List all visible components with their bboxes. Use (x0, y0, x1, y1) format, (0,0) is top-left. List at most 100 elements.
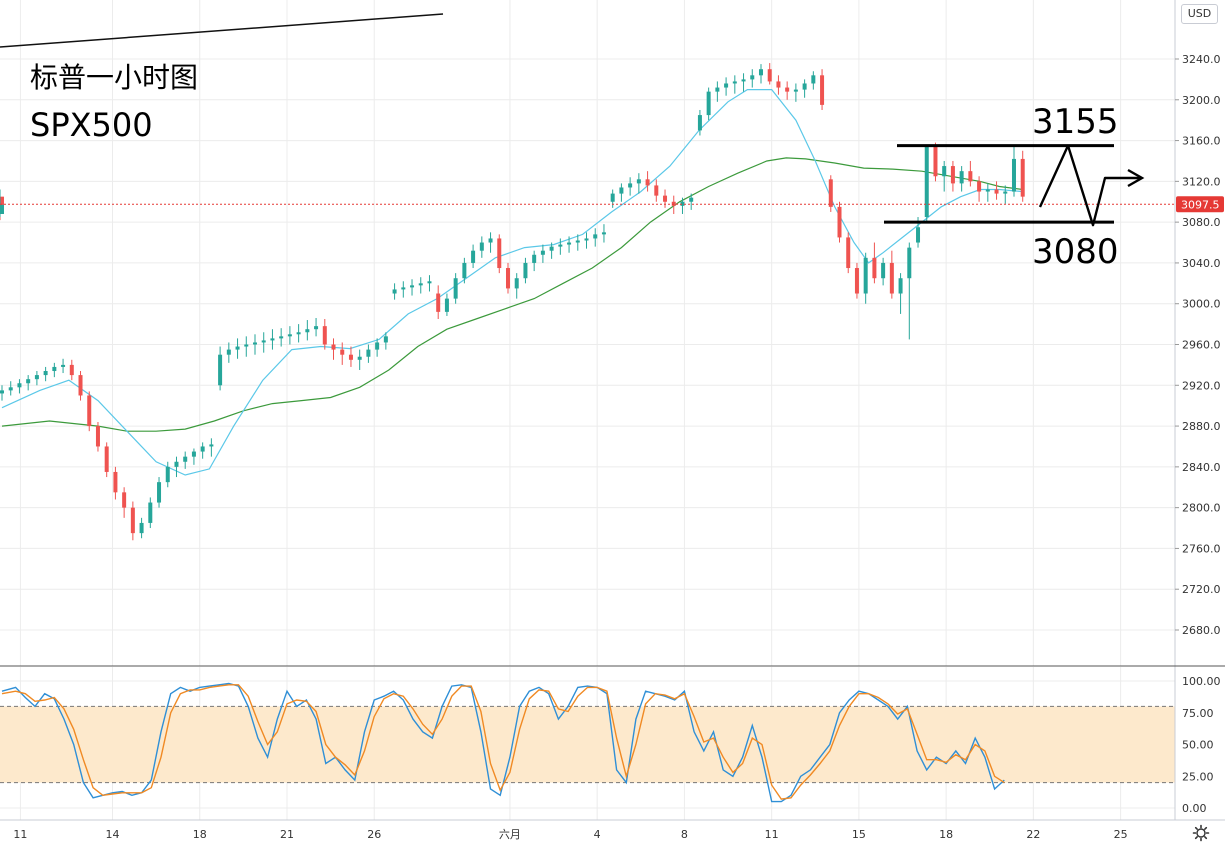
candle (270, 329, 275, 350)
currency-badge[interactable]: USD (1181, 4, 1218, 24)
candle-body (479, 242, 484, 251)
candle (436, 285, 441, 320)
candle (854, 262, 859, 299)
candle-body (558, 244, 563, 247)
price-tick-label: 3200.0 (1182, 94, 1221, 107)
candle-body (575, 240, 580, 243)
price-tick-label: 3000.0 (1182, 298, 1221, 311)
candle-body (1003, 191, 1008, 194)
candle (17, 379, 22, 394)
candle-body (689, 197, 694, 202)
candle (331, 338, 336, 360)
candle-body (985, 189, 990, 192)
candle-body (663, 195, 668, 202)
candle-body (488, 238, 493, 243)
price-tick-label: 2680.0 (1182, 624, 1221, 637)
ma_fast-line (1, 89, 1023, 476)
candle (985, 183, 990, 202)
candle (340, 342, 345, 365)
candle-body (287, 334, 292, 337)
candle (680, 197, 685, 214)
candle (619, 183, 624, 202)
candle (663, 189, 668, 208)
candle-body (113, 471, 118, 493)
candle-body (619, 187, 624, 194)
candle (296, 324, 301, 343)
time-tick-label: 18 (193, 828, 207, 841)
stoch-tick-label: 100.00 (1182, 675, 1221, 688)
candle (43, 366, 48, 382)
candle (837, 201, 842, 243)
candle-body (811, 75, 816, 84)
candle (758, 64, 763, 84)
candle-body (505, 268, 510, 289)
candle (444, 293, 449, 316)
candle (977, 176, 982, 202)
candle-body (305, 329, 310, 333)
candle (497, 234, 502, 274)
current-price-badge: 3097.5 (1176, 196, 1224, 213)
candle (479, 236, 484, 258)
candle-body (183, 456, 188, 462)
candle-body (78, 375, 83, 396)
candle-body (157, 482, 162, 503)
candle-body (898, 278, 903, 294)
price-tick-label: 2720.0 (1182, 583, 1221, 596)
time-tick-label: 4 (594, 828, 601, 841)
trend-drawings (0, 13, 1145, 227)
candle (776, 75, 781, 95)
candle-body (741, 79, 746, 82)
candle-body (26, 379, 31, 384)
candle-body (942, 166, 947, 177)
candle (610, 189, 615, 208)
candle-body (375, 342, 380, 350)
candle-body (226, 349, 231, 355)
candle-body (174, 461, 179, 467)
candle-body (340, 349, 345, 355)
candle-body (767, 69, 772, 82)
gear-icon[interactable] (1192, 824, 1210, 842)
candle-body (191, 451, 196, 457)
candle (471, 244, 476, 269)
candle (392, 283, 397, 300)
candle-body (549, 246, 554, 251)
candle (427, 275, 432, 292)
candle-body (0, 204, 4, 214)
candle-body (636, 179, 641, 184)
candle (628, 177, 633, 196)
price-panel (0, 63, 1175, 541)
candle-body (1011, 158, 1016, 192)
candle (183, 451, 188, 469)
candle (375, 338, 380, 357)
candle (122, 487, 127, 518)
candle (593, 228, 598, 247)
candle-body (924, 145, 929, 218)
candle (488, 232, 493, 253)
candle (130, 501, 135, 541)
candle (366, 344, 371, 363)
candle (148, 497, 153, 529)
candle-body (69, 364, 74, 376)
candle-body (828, 179, 833, 207)
candle-body (776, 81, 781, 88)
candle-body (881, 262, 886, 279)
candle-body (104, 446, 109, 472)
price-tick-label: 2840.0 (1182, 461, 1221, 474)
stoch_d-line (1, 684, 1005, 800)
candle (235, 338, 240, 359)
candle (741, 73, 746, 92)
stoch-tick-label: 25.00 (1182, 770, 1214, 783)
price-tick-label: 2960.0 (1182, 339, 1221, 352)
stoch-tick-label: 50.00 (1182, 739, 1214, 752)
candle (87, 391, 92, 432)
forecast-path (1038, 144, 1140, 227)
candle-body (34, 375, 39, 380)
candle (933, 142, 938, 182)
candle-body (471, 250, 476, 263)
stoch-tick-label: 75.00 (1182, 707, 1214, 720)
chart-title: 标普一小时图 (30, 61, 199, 94)
candle-body (61, 364, 66, 367)
candle-body (950, 166, 955, 184)
candle (0, 189, 4, 218)
